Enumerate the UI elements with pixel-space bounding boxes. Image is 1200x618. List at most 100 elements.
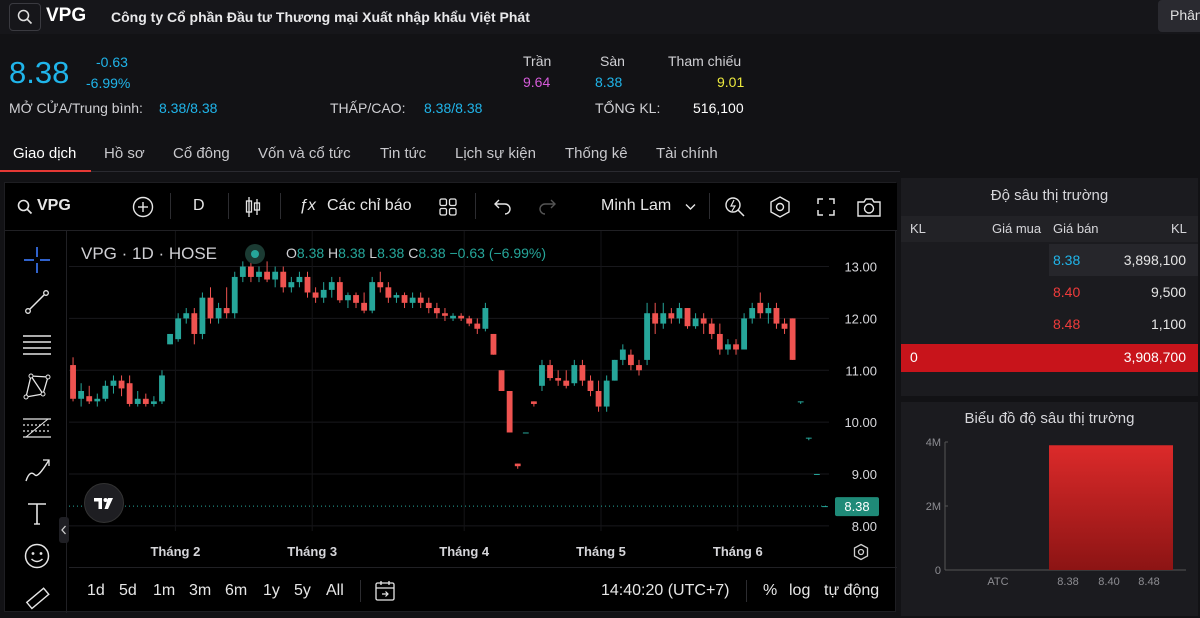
crosshair-icon: [24, 247, 50, 273]
tab-shareholders[interactable]: Cổ đông: [173, 145, 230, 162]
depth-row[interactable]: 8.48 1,100: [901, 308, 1198, 340]
fullscreen-icon[interactable]: [816, 197, 836, 217]
indicators-button[interactable]: Các chỉ báo: [327, 197, 412, 214]
candle: [725, 339, 731, 355]
candle: [150, 396, 157, 407]
candle: [522, 432, 529, 434]
chart-toolbar: VPG D ƒx Các chỉ báo Minh Lam: [5, 183, 897, 231]
ask-volume: 3,898,100: [1123, 252, 1186, 268]
emoji-tool[interactable]: [22, 541, 52, 571]
tab-capital-dividends[interactable]: Vốn và cổ tức: [258, 145, 351, 162]
open-avg-value: 8.38/8.38: [159, 100, 218, 116]
floor-label: Sàn: [600, 53, 625, 69]
depth-x-tick: ATC: [987, 576, 1008, 588]
candle: [733, 339, 739, 355]
candle: [183, 308, 190, 324]
ask-volume: 9,500: [1150, 284, 1186, 300]
candle: [789, 318, 796, 360]
depth-area: [1049, 445, 1173, 570]
tab-financials[interactable]: Tài chính: [656, 145, 718, 162]
candle: [328, 276, 335, 298]
tab-news[interactable]: Tin tức: [380, 145, 427, 162]
compare-add-icon[interactable]: [132, 196, 154, 218]
change-value: −0.63 (−6.99%): [449, 245, 547, 261]
drawing-tools: [5, 231, 69, 613]
ruler-tool[interactable]: [22, 587, 52, 611]
tv-logo-icon: [94, 498, 113, 509]
candle: [94, 393, 101, 407]
analysis-button[interactable]: Phân: [1158, 0, 1200, 32]
low-label: L: [369, 245, 378, 261]
candle: [86, 385, 93, 404]
range-1m[interactable]: 1m: [153, 582, 176, 599]
brush-tool[interactable]: [22, 455, 52, 485]
fx-icon[interactable]: ƒx: [299, 197, 316, 214]
horizontal-lines-tool[interactable]: [22, 329, 52, 359]
low-value: 8.38: [377, 245, 405, 261]
candle: [336, 276, 343, 303]
log-toggle[interactable]: log: [789, 582, 811, 599]
range-6m[interactable]: 6m: [225, 582, 248, 599]
candle: [353, 292, 359, 309]
candle: [644, 302, 650, 366]
settings-icon[interactable]: [768, 195, 792, 219]
fib-tool[interactable]: [22, 413, 52, 443]
last-price-marker: [835, 497, 879, 517]
range-1d[interactable]: 1d: [87, 582, 105, 599]
axis-settings-icon[interactable]: [852, 543, 870, 561]
chevron-down-icon[interactable]: [685, 203, 696, 211]
depth-x-tick: 8.48: [1138, 576, 1159, 588]
candle: [110, 375, 117, 394]
redo-icon[interactable]: [537, 197, 557, 215]
tab-trading[interactable]: Giao dịch: [13, 145, 77, 162]
depth-chart[interactable]: 4M 2M 0 ATC 8.38 8.40 8.48: [901, 430, 1198, 616]
high-label: H: [328, 245, 339, 261]
candle: [668, 308, 675, 324]
quick-search-icon[interactable]: [723, 195, 747, 219]
layout-grid-icon[interactable]: [438, 197, 458, 217]
tradingview-logo[interactable]: [84, 483, 124, 523]
range-3m[interactable]: 3m: [189, 582, 212, 599]
symbol-search-icon[interactable]: [17, 199, 33, 215]
tab-events[interactable]: Lịch sự kiện: [455, 145, 536, 162]
candle: [70, 357, 76, 402]
candle: [239, 261, 246, 283]
undo-icon[interactable]: [493, 197, 513, 215]
theme-select[interactable]: Minh Lam: [601, 197, 672, 214]
candle: [288, 276, 295, 293]
volume-label: TỔNG KL:: [595, 100, 661, 116]
depth-row[interactable]: 8.38 3,898,100: [901, 244, 1198, 276]
close-value: 8.38: [418, 245, 446, 261]
trendline-tool[interactable]: [22, 287, 52, 317]
range-5y[interactable]: 5y: [294, 582, 311, 599]
range-1y[interactable]: 1y: [263, 582, 280, 599]
candle: [619, 344, 626, 366]
candle: [611, 359, 618, 381]
camera-icon[interactable]: [856, 196, 882, 218]
ceiling-label: Trần: [523, 53, 552, 69]
range-all[interactable]: All: [326, 582, 344, 599]
auto-scale-toggle[interactable]: tự động: [824, 582, 880, 599]
symbol-input[interactable]: VPG: [37, 197, 71, 214]
collapse-toolbar-handle[interactable]: [59, 517, 69, 543]
tab-statistics[interactable]: Thống kê: [565, 145, 628, 162]
range-5d[interactable]: 5d: [119, 582, 137, 599]
text-tool[interactable]: [22, 499, 52, 529]
depth-x-tick: 8.40: [1098, 576, 1119, 588]
search-button[interactable]: [9, 3, 41, 31]
percent-toggle[interactable]: %: [763, 582, 778, 599]
pattern-tool[interactable]: [22, 371, 52, 401]
clock-display[interactable]: 14:40:20 (UTC+7): [601, 582, 730, 599]
tab-profile[interactable]: Hồ sơ: [104, 145, 145, 162]
candle-type-icon[interactable]: [243, 195, 263, 219]
candle: [401, 292, 408, 309]
ask-volume: 1,100: [1150, 316, 1186, 332]
goto-date-icon[interactable]: [373, 579, 397, 603]
interval-button[interactable]: D: [193, 197, 205, 214]
price-chart[interactable]: 13.00 12.00 11.00 10.00 9.00 8.00 8.38 Tháng 2…: [69, 231, 897, 567]
brush-icon: [25, 459, 50, 482]
candle: [797, 401, 804, 404]
candle: [304, 271, 311, 298]
crosshair-tool[interactable]: [22, 245, 52, 275]
depth-row[interactable]: 8.40 9,500: [901, 276, 1198, 308]
